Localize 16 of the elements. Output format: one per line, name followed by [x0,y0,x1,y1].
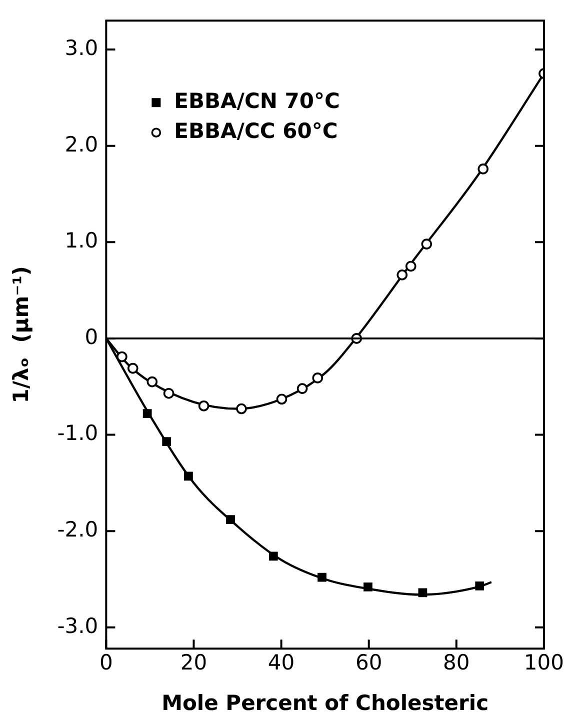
x-tick-label: 100 [524,650,564,675]
x-tick-label: 20 [180,650,208,675]
y-tick-label: -3.0 [57,614,98,638]
y-axis-title: 1/λₒ (μm⁻¹) [9,266,34,404]
y-tick-label: 2.0 [64,132,98,156]
x-axis-title: Mole Percent of Cholesteric [162,690,489,715]
y-tick-label: -2.0 [57,518,98,542]
y-tick-label: -1.0 [57,421,98,446]
x-tick-label: 40 [268,650,295,675]
x-tick-label: 60 [355,650,382,675]
x-tick-label: 80 [443,650,470,675]
y-tick-label: 3.0 [64,36,98,60]
y-tick-label: 1.0 [64,228,98,253]
legend-label: EBBA/CN 70°C [174,89,340,114]
y-tick-label: 0 [84,324,98,349]
legend-label: EBBA/CC 60°C [174,119,338,144]
